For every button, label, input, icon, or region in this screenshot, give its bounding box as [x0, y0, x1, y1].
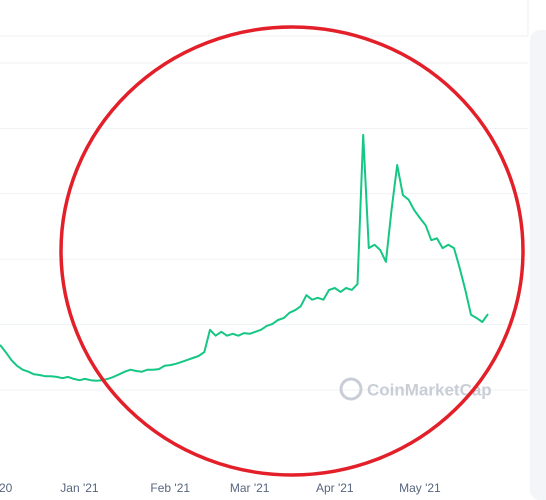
plot-area: 20 Jan '21 Feb '21 Mar '21 Apr '21 May '21 — [0, 62, 528, 495]
price-line — [0, 133, 489, 382]
watermark-logo — [339, 377, 363, 401]
watermark-text: CoinMarketCap — [367, 380, 492, 399]
side-panel — [530, 30, 546, 500]
annotation-circle — [59, 25, 525, 477]
x-tick-label: Apr '21 — [316, 481, 354, 495]
watermark: CoinMarketCap — [339, 377, 492, 401]
x-tick-label: Mar '21 — [230, 481, 270, 495]
x-tick-label: May '21 — [399, 481, 441, 495]
x-tick-label: Feb '21 — [150, 481, 190, 495]
x-tick-label: Jan '21 — [60, 481, 99, 495]
top-panel — [0, 0, 529, 37]
x-tick-label: 20 — [0, 481, 13, 495]
